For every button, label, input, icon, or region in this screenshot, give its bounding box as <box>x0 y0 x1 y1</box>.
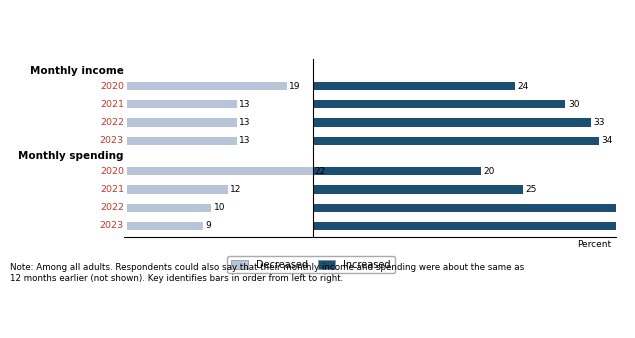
Text: 2021: 2021 <box>100 185 124 194</box>
Text: 30: 30 <box>568 100 579 109</box>
Bar <box>127 222 203 230</box>
Text: 24: 24 <box>518 82 528 91</box>
Bar <box>312 203 635 212</box>
Bar <box>127 118 237 127</box>
Bar <box>312 186 523 194</box>
Text: 2022: 2022 <box>100 118 124 127</box>
Bar <box>127 82 287 90</box>
Legend: Decreased, Increased: Decreased, Increased <box>227 256 394 273</box>
Text: 2023: 2023 <box>100 221 124 230</box>
Text: Figure 9. Share with increases and decreases in monthly income and spending from: Figure 9. Share with increases and decre… <box>8 11 587 22</box>
Text: (by year): (by year) <box>8 35 59 45</box>
Text: 13: 13 <box>239 118 250 127</box>
Text: 25: 25 <box>526 185 537 194</box>
Text: 10: 10 <box>213 203 225 212</box>
Text: Monthly income: Monthly income <box>30 66 124 76</box>
Text: 13: 13 <box>239 136 250 145</box>
Text: 33: 33 <box>593 118 605 127</box>
Bar <box>312 118 591 127</box>
Bar <box>312 167 481 175</box>
Bar <box>127 186 229 194</box>
Text: Monthly spending: Monthly spending <box>18 151 124 161</box>
Text: 2020: 2020 <box>100 82 124 91</box>
Bar <box>312 222 633 230</box>
Text: Percent: Percent <box>578 240 612 249</box>
Text: 2021: 2021 <box>100 100 124 109</box>
Text: 2020: 2020 <box>100 167 124 176</box>
Text: 22: 22 <box>315 167 326 176</box>
Bar <box>127 137 237 145</box>
Text: 13: 13 <box>239 100 250 109</box>
Bar <box>312 137 599 145</box>
Bar <box>312 100 565 108</box>
Text: 34: 34 <box>601 136 613 145</box>
Bar <box>127 203 211 212</box>
Bar <box>127 100 237 108</box>
Text: 2023: 2023 <box>100 136 124 145</box>
Text: Note: Among all adults. Respondents could also say that their monthly income and: Note: Among all adults. Respondents coul… <box>10 263 524 283</box>
Bar <box>127 167 312 175</box>
Bar <box>312 82 515 90</box>
Text: 12: 12 <box>231 185 242 194</box>
Text: 20: 20 <box>484 167 495 176</box>
Text: 19: 19 <box>290 82 301 91</box>
Text: 9: 9 <box>205 221 211 230</box>
Text: 2022: 2022 <box>100 203 124 212</box>
